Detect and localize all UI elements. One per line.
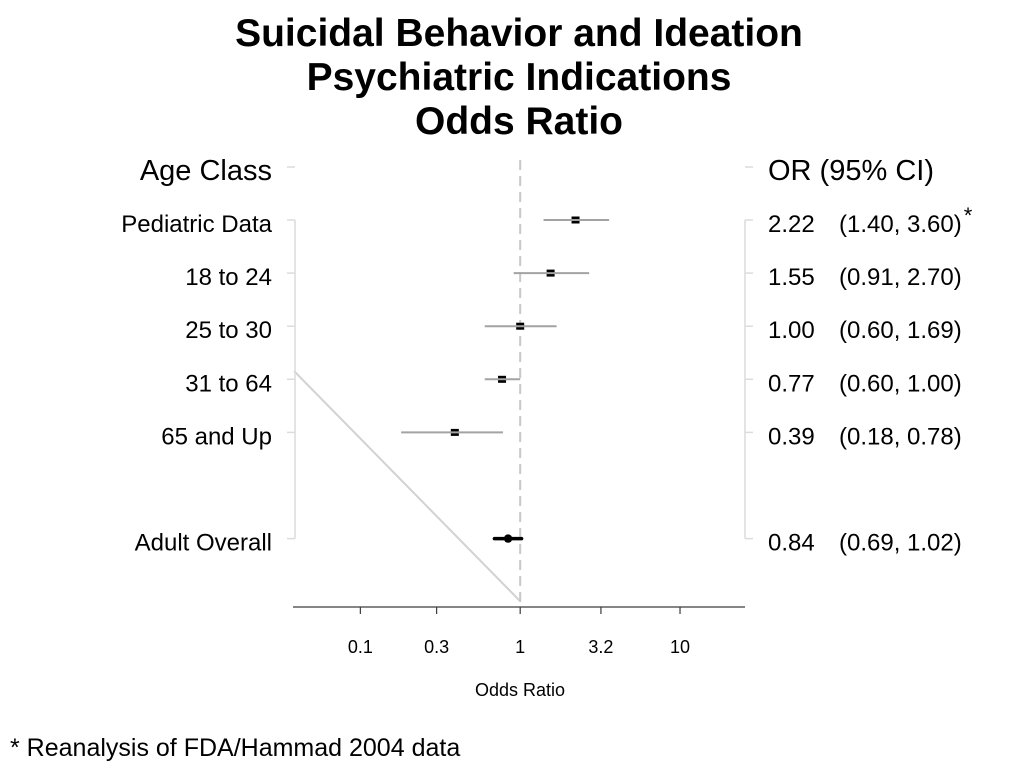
title-line-1: Suicidal Behavior and Ideation — [235, 12, 803, 55]
or-value-adult-overall: 0.84 — [768, 530, 815, 557]
x-tick-label-3-2: 3.2 — [588, 637, 613, 657]
ci-value-18-to-24: (0.91, 2.70) — [839, 264, 962, 291]
row-label-65-and-up: 65 and Up — [161, 423, 272, 450]
rows-layer: Pediatric Data 2.22 (1.40, 3.60)*18 to 24 1… — [121, 203, 973, 557]
row-18-to-24: 18 to 24 1.55 (0.91, 2.70) — [185, 264, 962, 291]
diagonal-line — [294, 371, 520, 601]
row-adult-overall: Adult Overall 0.84 (0.69, 1.02) — [135, 530, 962, 557]
chart-title: Suicidal Behavior and Ideation Psychiatr… — [235, 12, 803, 143]
row-label-18-to-24: 18 to 24 — [185, 264, 272, 291]
or-value-31-to-64: 0.77 — [768, 370, 815, 397]
x-tick-label-1: 1 — [515, 637, 525, 657]
ci-value-pediatric-data: (1.40, 3.60)* — [839, 203, 973, 238]
point-estimate-adult-overall — [504, 534, 512, 542]
x-tick-label-0-3: 0.3 — [424, 637, 449, 657]
row-65-and-up: 65 and Up 0.39 (0.18, 0.78) — [161, 423, 962, 450]
left-column-header: Age Class — [140, 155, 272, 187]
or-value-18-to-24: 1.55 — [768, 264, 815, 291]
row-label-adult-overall: Adult Overall — [135, 530, 272, 557]
ci-value-31-to-64: (0.60, 1.00) — [839, 370, 962, 397]
row-31-to-64: 31 to 64 0.77 (0.60, 1.00) — [185, 370, 962, 397]
ci-text-31-to-64: (0.60, 1.00) — [839, 370, 962, 397]
ci-value-adult-overall: (0.69, 1.02) — [839, 530, 962, 557]
or-value-25-to-30: 1.00 — [768, 317, 815, 344]
row-label-31-to-64: 31 to 64 — [185, 370, 272, 397]
x-ticks: 0.1 0.3 1 3.2 10 — [348, 607, 690, 657]
title-line-3: Odds Ratio — [415, 100, 623, 143]
ci-value-65-and-up: (0.18, 0.78) — [839, 423, 962, 450]
row-label-25-to-30: 25 to 30 — [185, 317, 272, 344]
ci-text-25-to-30: (0.60, 1.69) — [839, 317, 962, 344]
x-axis-label: Odds Ratio — [475, 680, 565, 700]
footnote: * Reanalysis of FDA/Hammad 2004 data — [10, 734, 460, 762]
ci-text-18-to-24: (0.91, 2.70) — [839, 264, 962, 291]
ci-text-adult-overall: (0.69, 1.02) — [839, 530, 962, 557]
ci-text-pediatric-data: (1.40, 3.60) — [839, 211, 962, 238]
ci-value-25-to-30: (0.60, 1.69) — [839, 317, 962, 344]
x-tick-label-0-1: 0.1 — [348, 637, 373, 657]
or-value-pediatric-data: 2.22 — [768, 211, 815, 238]
ci-text-65-and-up: (0.18, 0.78) — [839, 423, 962, 450]
title-line-2: Psychiatric Indications — [307, 56, 732, 99]
row-25-to-30: 25 to 30 1.00 (0.60, 1.69) — [185, 317, 962, 344]
footnote-marker-pediatric-data: * — [964, 203, 973, 228]
right-column-header: OR (95% CI) — [768, 155, 934, 187]
x-tick-label-10: 10 — [670, 637, 690, 657]
or-value-65-and-up: 0.39 — [768, 423, 815, 450]
row-label-pediatric-data: Pediatric Data — [121, 211, 272, 238]
forest-plot: Suicidal Behavior and Ideation Psychiatr… — [0, 0, 1024, 768]
row-pediatric-data: Pediatric Data 2.22 (1.40, 3.60)* — [121, 203, 973, 238]
